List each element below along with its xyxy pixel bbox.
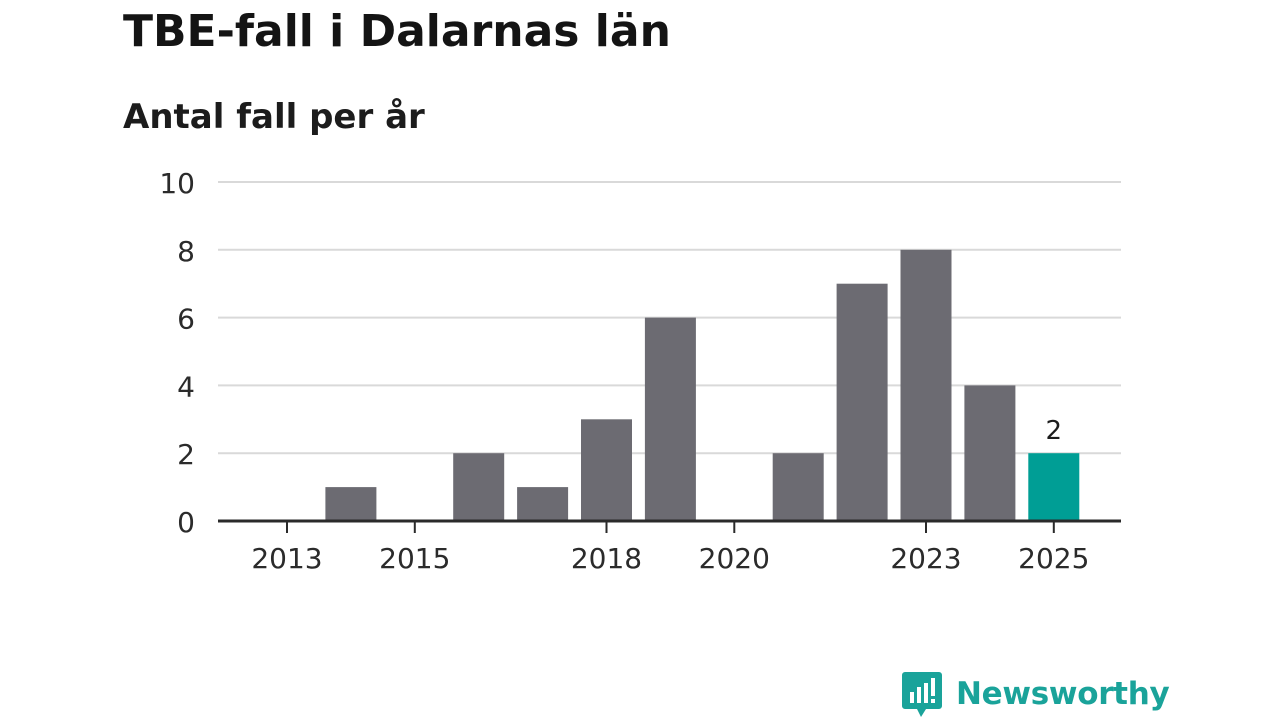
x-tick-label: 2020 (699, 542, 770, 575)
bar-2014 (325, 487, 377, 521)
bar-2016 (453, 453, 505, 521)
x-tick-label: 2025 (1018, 542, 1089, 575)
logo-text: Newsworthy (956, 676, 1170, 712)
y-tick-label: 2 (177, 438, 195, 471)
bar-chart: 0 2 4 6 8 10 2 2013 2015 2018 2020 2023 2025 (159, 167, 1121, 575)
newsworthy-logo: Newsworthy (902, 670, 1170, 718)
axes (218, 519, 1121, 533)
bar-2023 (900, 249, 952, 522)
y-tick-label: 4 (177, 370, 195, 403)
bar-2024 (964, 385, 1016, 521)
y-tick-label: 10 (159, 167, 195, 200)
bar-2021 (772, 453, 824, 521)
y-tick-label: 6 (177, 303, 195, 336)
bar-2019 (644, 317, 696, 521)
bar-2022 (836, 283, 888, 521)
newsworthy-logo-icon (902, 672, 942, 717)
bar-2017 (517, 487, 569, 521)
chart-title: TBE-fall i Dalarnas län (123, 6, 671, 57)
x-tick-label: 2013 (251, 542, 322, 575)
x-tick-label: 2015 (379, 542, 450, 575)
x-tick-label: 2018 (571, 542, 642, 575)
data-label-2025: 2 (1046, 416, 1063, 446)
bar-2025 (1028, 453, 1080, 521)
labels: 0 2 4 6 8 10 2 2013 2015 2018 2020 2023 2025 (159, 167, 1089, 575)
y-tick-label: 8 (177, 235, 195, 268)
chart-subtitle: Antal fall per år (123, 97, 425, 137)
x-tick-label: 2023 (890, 542, 961, 575)
bar-2018 (581, 419, 632, 521)
bars (325, 249, 1080, 522)
y-tick-label: 0 (177, 506, 195, 539)
